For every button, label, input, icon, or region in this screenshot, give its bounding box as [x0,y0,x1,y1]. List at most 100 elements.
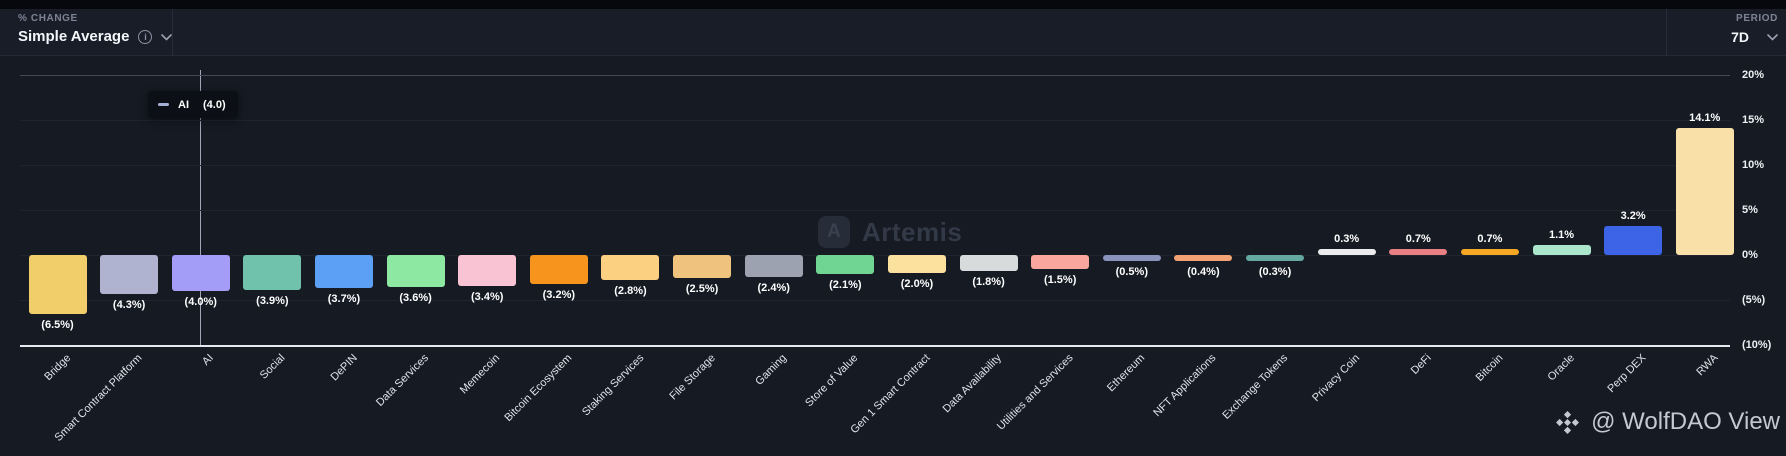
metric-label: % CHANGE [18,13,78,24]
bar[interactable] [1102,255,1161,261]
bar[interactable] [887,255,946,273]
bar[interactable] [1031,255,1090,269]
x-axis-label: Gen 1 Smart Contract [848,352,933,437]
artemis-logo-icon: A [818,216,850,248]
header-divider-right [1666,9,1667,56]
bar-value-label: (3.4%) [471,290,504,303]
x-axis-label: Bitcoin Ecosystem [502,352,575,425]
bar-value-label: (3.6%) [399,292,432,305]
metric-value[interactable]: Simple Average [18,28,130,45]
chevron-down-icon[interactable] [1767,33,1778,41]
x-axis-label: File Storage [667,352,718,403]
bar-value-label: (2.1%) [829,278,862,291]
x-axis-label: Privacy Coin [1310,352,1363,405]
metric-selector[interactable]: % CHANGE Simple Average i [18,13,173,46]
bar-value-label: 0.7% [1477,232,1503,245]
bar-value-label: (1.5%) [1043,273,1077,286]
y-axis-label: 5% [1742,204,1758,216]
chart-tooltip: AI (4.0) [148,91,238,118]
binance-logo-icon [1556,410,1580,434]
bar[interactable] [28,255,87,314]
artemis-watermark-text: Artemis [862,216,963,247]
x-axis-label: Bitcoin [1473,352,1506,384]
period-selector[interactable]: PERIOD 7D [1731,13,1778,46]
bar-value-label: (4.3%) [112,298,146,311]
y-axis-label: 10% [1742,159,1765,171]
x-axis-label: Staking Services [579,352,646,419]
top-strip [0,0,1786,9]
x-axis-label: Social [258,352,288,382]
gridline [20,75,1730,76]
bar-value-label: (3.7%) [327,293,361,306]
tooltip-category: AI [178,98,189,111]
gridline [20,210,1730,211]
bar-value-label: 1.1% [1548,229,1575,242]
bar[interactable] [673,255,732,278]
period-label: PERIOD [1736,13,1778,24]
x-axis-label: AI [200,352,217,368]
bar-value-label: (4.0%) [184,296,217,308]
bar-value-label: (3.2%) [542,288,576,301]
bar-value-label: (2.5%) [685,282,719,295]
bar-value-label: 14.1% [1689,112,1721,125]
bar-value-label: 0.3% [1334,233,1360,245]
chevron-down-icon[interactable] [161,33,173,41]
bar-value-label: (2.8%) [614,285,647,298]
bar-value-label: 0.7% [1405,232,1431,245]
bar[interactable] [1174,255,1233,261]
x-axis-label: Data Availability [940,352,1005,416]
bar[interactable] [1460,248,1519,255]
gridline [20,255,1730,256]
artemis-watermark: A Artemis [818,216,962,248]
bar-value-label: (6.5%) [41,318,74,331]
gridline [20,345,1730,347]
bar-value-label: (0.3%) [1258,266,1292,278]
tooltip-value: (4.0) [203,98,226,111]
bar-value-label: (1.8%) [972,276,1005,289]
bar[interactable] [601,255,660,281]
bar[interactable] [959,255,1018,272]
x-axis-label: Bridge [42,352,73,383]
bar-value-label: (0.4%) [1187,266,1220,278]
x-axis-label: Oracle [1545,352,1578,384]
period-value[interactable]: 7D [1731,29,1749,45]
x-axis-label: RWA [1694,352,1721,379]
bar[interactable] [1675,128,1734,255]
bar[interactable] [529,255,588,284]
y-axis-label: 0% [1742,249,1758,261]
y-axis-label: 15% [1742,114,1765,126]
bar[interactable] [744,255,803,277]
bar-value-label: (2.0%) [900,278,934,290]
bar[interactable] [1246,255,1305,261]
x-axis-label: Exchange Tokens [1220,352,1291,422]
bar[interactable] [1317,249,1376,255]
bar[interactable] [1532,245,1591,255]
x-axis-label: Perp DEX [1605,352,1649,396]
bar[interactable] [1604,226,1663,255]
bar[interactable] [243,255,302,291]
bar[interactable] [171,255,230,291]
bar[interactable] [816,255,875,274]
header-divider-left [172,9,173,56]
credit-watermark: @ WolfDAO View [1554,408,1780,436]
bar[interactable] [1389,248,1448,255]
bar-value-label: 3.2% [1620,210,1646,223]
x-axis-label: DeFi [1408,352,1434,377]
bar[interactable] [386,255,445,288]
info-icon[interactable]: i [138,30,153,44]
x-axis-label: NFT Applications [1151,352,1219,420]
series-marker-icon [158,103,169,106]
bar[interactable] [100,255,159,294]
bar[interactable] [458,255,517,286]
x-axis-label: Ethereum [1105,352,1148,395]
credit-watermark-text: @ WolfDAO View [1591,408,1780,435]
gridline [20,120,1730,121]
y-axis-label: 20% [1742,69,1765,81]
bar-value-label: (2.4%) [757,281,790,294]
bar-value-label: (0.5%) [1115,266,1148,278]
x-axis-label: Memecoin [458,352,503,397]
y-axis-label: (5%) [1742,294,1766,306]
x-axis-label: Data Services [374,352,432,409]
bar[interactable] [314,255,373,289]
